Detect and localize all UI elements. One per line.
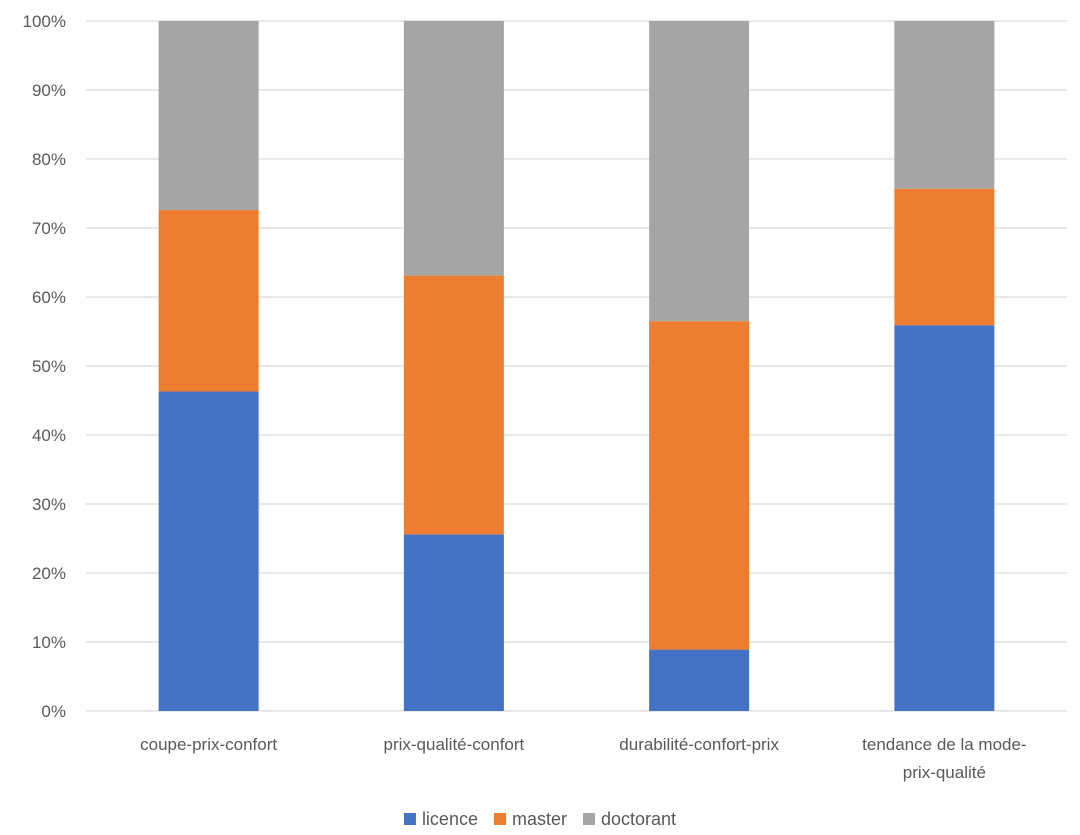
bar-segment-doctorant[interactable]	[894, 21, 994, 189]
y-tick-label: 0%	[41, 702, 66, 721]
bar-segment-doctorant[interactable]	[649, 21, 749, 321]
bar-segment-licence[interactable]	[404, 534, 504, 711]
y-tick-label: 60%	[32, 288, 66, 307]
y-tick-label: 90%	[32, 81, 66, 100]
x-category-label: durabilité-confort-prix	[619, 735, 779, 754]
bar-segment-doctorant[interactable]	[159, 21, 259, 210]
x-category-label: prix-qualité-confort	[383, 735, 524, 754]
legend-swatch	[583, 813, 595, 825]
y-tick-label: 50%	[32, 357, 66, 376]
bar-segment-licence[interactable]	[159, 392, 259, 711]
legend[interactable]: licence master doctorant	[404, 809, 676, 829]
bar-segment-master[interactable]	[894, 189, 994, 326]
legend-swatch	[404, 813, 416, 825]
bar-segment-master[interactable]	[159, 210, 259, 391]
legend-item-master[interactable]: master	[494, 809, 567, 829]
y-tick-label: 30%	[32, 495, 66, 514]
legend-swatch	[494, 813, 506, 825]
bar-segment-master[interactable]	[649, 321, 749, 649]
legend-label: licence	[422, 809, 478, 829]
legend-label: doctorant	[601, 809, 676, 829]
x-category-label: prix-qualité	[903, 763, 986, 782]
bar-segment-master[interactable]	[404, 276, 504, 535]
x-category-label: tendance de la mode-	[862, 735, 1026, 754]
y-tick-label: 20%	[32, 564, 66, 583]
bar-segment-doctorant[interactable]	[404, 21, 504, 276]
legend-item-licence[interactable]: licence	[404, 809, 478, 829]
x-category-label: coupe-prix-confort	[140, 735, 277, 754]
bar-segment-licence[interactable]	[894, 325, 994, 711]
y-tick-label: 70%	[32, 219, 66, 238]
y-tick-label: 100%	[23, 12, 66, 31]
bar-segment-licence[interactable]	[649, 650, 749, 711]
y-axis-tick-labels: 0% 10% 20% 30% 40% 50% 60% 70% 80% 90% 100%	[23, 12, 66, 721]
y-tick-label: 80%	[32, 150, 66, 169]
x-axis-category-labels: coupe-prix-confort prix-qualité-confort du…	[140, 735, 1026, 782]
y-tick-label: 40%	[32, 426, 66, 445]
legend-label: master	[512, 809, 567, 829]
y-tick-label: 10%	[32, 633, 66, 652]
legend-item-doctorant[interactable]: doctorant	[583, 809, 676, 829]
